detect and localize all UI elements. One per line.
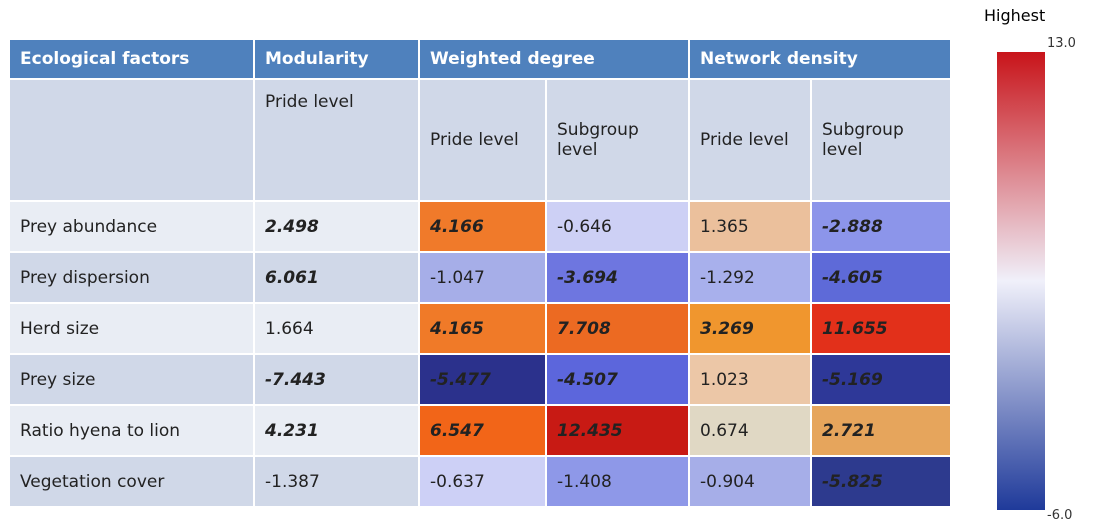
value-cell: 11.655: [810, 302, 952, 355]
row-label: Prey abundance: [8, 200, 255, 253]
header-cell: Weighted degree: [418, 38, 690, 80]
value-cell: 0.674: [688, 404, 812, 457]
data-row: Prey size -7.443 -5.477 -4.507 1.023 -5.169: [8, 353, 952, 406]
value-cell: 1.023: [688, 353, 812, 406]
legend-title: Highest: [984, 6, 1046, 25]
subheader-row: Pride level Pride level Subgroup level P…: [8, 78, 952, 202]
header-cell: Modularity: [253, 38, 420, 80]
subheader-cell: Pride level: [688, 78, 812, 202]
row-label: Vegetation cover: [8, 455, 255, 508]
value-cell: -5.477: [418, 353, 547, 406]
value-cell: 6.061: [253, 251, 420, 304]
value-cell: -7.443: [253, 353, 420, 406]
row-label: Ratio hyena to lion: [8, 404, 255, 457]
value-cell: 1.365: [688, 200, 812, 253]
value-cell: -1.047: [418, 251, 547, 304]
value-cell: -1.292: [688, 251, 812, 304]
value-cell: -5.825: [810, 455, 952, 508]
value-cell: -4.507: [545, 353, 690, 406]
legend-max: 13.0: [1047, 36, 1076, 51]
data-row: Vegetation cover -1.387 -0.637 -1.408 -0.904…: [8, 455, 952, 508]
value-cell: 2.498: [253, 200, 420, 253]
value-cell: 1.664: [253, 302, 420, 355]
subheader-cell: Subgroup level: [810, 78, 952, 202]
row-label: Prey dispersion: [8, 251, 255, 304]
value-cell: -4.605: [810, 251, 952, 304]
value-cell: 6.547: [418, 404, 547, 457]
data-row: Ratio hyena to lion 4.231 6.547 12.435 0.674…: [8, 404, 952, 457]
value-cell: 4.166: [418, 200, 547, 253]
empty-cell: [8, 78, 255, 202]
header-row: Ecological factors Modularity Weighted d…: [8, 38, 952, 80]
value-cell: 3.269: [688, 302, 812, 355]
value-cell: -1.387: [253, 455, 420, 508]
header-cell: Ecological factors: [8, 38, 255, 80]
subheader-cell: Subgroup level: [545, 78, 690, 202]
data-table: Ecological factors Modularity Weighted d…: [8, 38, 952, 508]
table-body: Ecological factors Modularity Weighted d…: [8, 38, 952, 508]
value-cell: 2.721: [810, 404, 952, 457]
data-row: Herd size 1.664 4.165 7.708 3.269 11.655: [8, 302, 952, 355]
value-cell: 4.231: [253, 404, 420, 457]
value-cell: -3.694: [545, 251, 690, 304]
value-cell: -2.888: [810, 200, 952, 253]
row-label: Prey size: [8, 353, 255, 406]
value-cell: 12.435: [545, 404, 690, 457]
header-cell: Network density: [688, 38, 952, 80]
subheader-cell: Pride level: [253, 78, 420, 202]
color-scale: [997, 52, 1045, 510]
value-cell: -0.904: [688, 455, 812, 508]
value-cell: -5.169: [810, 353, 952, 406]
subheader-cell: Pride level: [418, 78, 547, 202]
data-row: Prey abundance 2.498 4.166 -0.646 1.365 -2.88…: [8, 200, 952, 253]
data-row: Prey dispersion 6.061 -1.047 -3.694 -1.292 -4…: [8, 251, 952, 304]
value-cell: -0.646: [545, 200, 690, 253]
row-label: Herd size: [8, 302, 255, 355]
value-cell: -0.637: [418, 455, 547, 508]
value-cell: 7.708: [545, 302, 690, 355]
legend-min: -6.0: [1047, 508, 1073, 523]
value-cell: 4.165: [418, 302, 547, 355]
value-cell: -1.408: [545, 455, 690, 508]
